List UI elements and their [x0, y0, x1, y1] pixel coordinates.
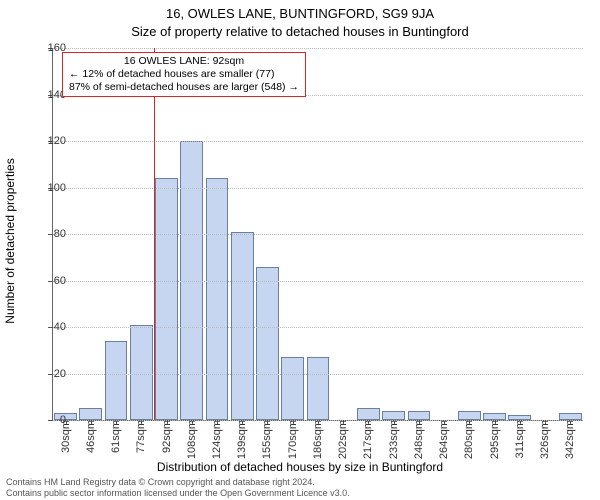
- x-axis-label: Distribution of detached houses by size …: [0, 460, 600, 474]
- xtick-label: 77sqm: [135, 420, 147, 453]
- bar: [357, 408, 380, 420]
- ytick-label: 80: [38, 228, 66, 240]
- footer-line2: Contains public sector information licen…: [6, 488, 350, 498]
- attribution-footer: Contains HM Land Registry data © Crown c…: [6, 477, 350, 498]
- xtick-label: 311sqm: [514, 420, 526, 458]
- chart-container: 16, OWLES LANE, BUNTINGFORD, SG9 9JA Siz…: [0, 0, 600, 500]
- bar: [559, 413, 582, 420]
- footer-line1: Contains HM Land Registry data © Crown c…: [6, 477, 350, 487]
- bar: [105, 341, 128, 420]
- gridline: [53, 188, 583, 189]
- xtick-label: 342sqm: [564, 420, 576, 459]
- bar: [382, 411, 405, 420]
- bar: [79, 408, 102, 420]
- ytick-label: 20: [38, 368, 66, 380]
- ytick-label: 40: [38, 321, 66, 333]
- xtick-label: 233sqm: [388, 420, 400, 459]
- marker-line: [154, 48, 155, 420]
- bar: [256, 267, 279, 420]
- bar: [307, 357, 330, 420]
- xtick-label: 248sqm: [413, 420, 425, 459]
- xtick-label: 326sqm: [539, 420, 551, 459]
- xtick-label: 61sqm: [110, 420, 122, 453]
- annotation-title: 16 OWLES LANE: 92sqm: [69, 55, 299, 68]
- bar: [408, 411, 431, 420]
- ytick-label: 100: [38, 182, 66, 194]
- chart-title: Size of property relative to detached ho…: [0, 24, 600, 39]
- gridline: [53, 327, 583, 328]
- annotation-box: 16 OWLES LANE: 92sqm← 12% of detached ho…: [62, 52, 306, 97]
- plot-area: 30sqm46sqm61sqm77sqm92sqm108sqm124sqm139…: [52, 48, 583, 421]
- xtick-label: 139sqm: [236, 420, 248, 459]
- xtick-label: 217sqm: [362, 420, 374, 459]
- gridline: [53, 374, 583, 375]
- xtick-label: 108sqm: [186, 420, 198, 459]
- xtick-label: 155sqm: [261, 420, 273, 459]
- xtick-label: 264sqm: [438, 420, 450, 459]
- bar: [231, 232, 254, 420]
- ytick-label: 60: [38, 275, 66, 287]
- xtick-label: 124sqm: [211, 420, 223, 459]
- gridline: [53, 141, 583, 142]
- bar: [206, 178, 229, 420]
- bar: [155, 178, 178, 420]
- gridline: [53, 420, 583, 421]
- xtick-label: 92sqm: [161, 420, 173, 453]
- bar: [130, 325, 153, 420]
- bar: [458, 411, 481, 420]
- annotation-line-larger: 87% of semi-detached houses are larger (…: [69, 81, 299, 94]
- bar: [281, 357, 304, 420]
- chart-supertitle: 16, OWLES LANE, BUNTINGFORD, SG9 9JA: [0, 6, 600, 21]
- annotation-line-smaller: ← 12% of detached houses are smaller (77…: [69, 68, 299, 81]
- bar: [483, 413, 506, 420]
- gridline: [53, 234, 583, 235]
- xtick-label: 170sqm: [287, 420, 299, 459]
- gridline: [53, 48, 583, 49]
- xtick-label: 295sqm: [489, 420, 501, 459]
- xtick-label: 202sqm: [337, 420, 349, 459]
- ytick-label: 0: [38, 414, 66, 426]
- xtick-label: 280sqm: [463, 420, 475, 459]
- xtick-label: 46sqm: [85, 420, 97, 453]
- xtick-label: 186sqm: [312, 420, 324, 459]
- gridline: [53, 281, 583, 282]
- ytick-label: 120: [38, 135, 66, 147]
